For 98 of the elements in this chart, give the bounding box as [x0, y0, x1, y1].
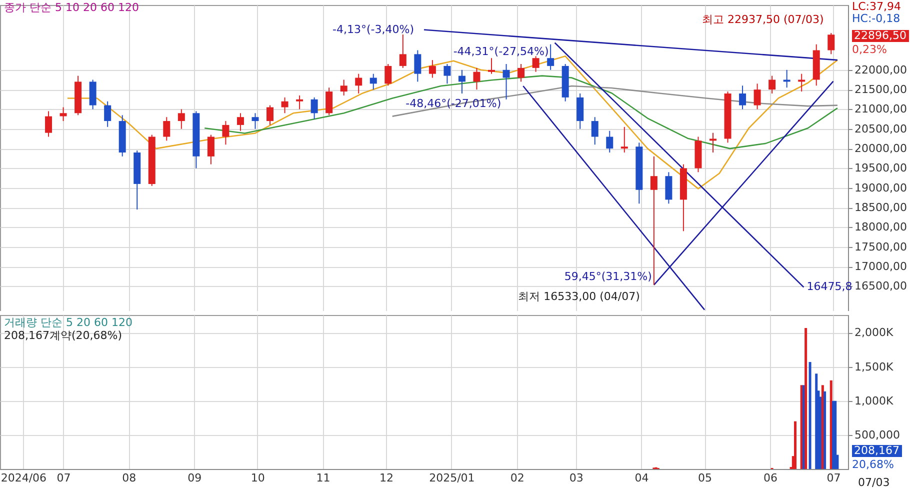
annotation: 최고 22937,50 (07/03): [702, 13, 824, 26]
candlestick: [384, 63, 392, 86]
candlestick: [207, 134, 214, 165]
line-series: [66, 55, 838, 190]
candlestick: [458, 69, 466, 94]
x-tick-label: 02: [510, 472, 524, 484]
candlestick: [518, 63, 525, 82]
candlestick: [222, 120, 230, 146]
candlestick: [783, 69, 790, 88]
candlestick: [665, 172, 672, 204]
bar: [808, 362, 812, 469]
text: 20,68%: [852, 458, 894, 471]
annotation: 59,45°(31,31%): [564, 270, 652, 283]
y-tick-label: 18500,00: [854, 201, 907, 214]
candlestick: [798, 73, 806, 92]
candlestick: [532, 56, 540, 72]
x-tick-label: 08: [122, 472, 136, 484]
y-tick-label: 1,500K: [854, 360, 894, 374]
annotation: -4,13°(-3,40%): [332, 22, 414, 36]
candlestick: [620, 126, 628, 153]
annotation: 종가 단순 5 10 20 60 120: [4, 1, 139, 14]
candlestick: [399, 34, 406, 68]
candlestick: [754, 83, 761, 110]
candlestick: [370, 73, 377, 90]
line-series: [204, 75, 838, 150]
x-tick-label: 04: [634, 472, 649, 484]
x-tick-label: 11: [316, 472, 330, 484]
text: 07/03: [858, 476, 890, 489]
annotation: -48,46°(-27,01%): [406, 97, 502, 110]
annotation: -44,31°(-27,54%): [453, 44, 549, 58]
bar: [794, 421, 797, 469]
x-tick-label: 07: [56, 472, 71, 484]
y-tick-label: 18000,00: [854, 220, 907, 234]
candlestick: [739, 85, 746, 110]
candlestick: [266, 104, 274, 126]
candlestick: [236, 112, 244, 132]
candlestick: [828, 32, 835, 55]
text: 0,23%: [852, 43, 887, 56]
x-tick-label: 09: [188, 472, 202, 484]
candlestick: [473, 67, 480, 90]
candlestick: [60, 106, 67, 122]
candlestick: [414, 50, 422, 82]
candlestick: [45, 110, 52, 138]
candlestick: [650, 156, 658, 286]
x-tick-label: 06: [763, 472, 778, 484]
candlestick: [547, 44, 554, 70]
candlestick: [709, 132, 716, 153]
x-tick-label: 12: [380, 472, 394, 484]
candlestick: [444, 63, 451, 84]
y-tick-label: 21000,00: [854, 102, 907, 116]
annotation: 최저 16533,00 (04/07): [518, 290, 640, 303]
bar: [804, 328, 808, 469]
annotation: 208,167계약(20,68%): [4, 329, 122, 342]
y-tick-label: 17500,00: [854, 240, 907, 254]
y-tick-label: 20000,00: [854, 142, 907, 156]
candlestick: [326, 87, 333, 116]
x-tick-label: 03: [569, 472, 584, 484]
candlestick: [340, 79, 348, 96]
x-tick-label: 2025/01: [429, 472, 475, 484]
text: HC:-0,18: [852, 12, 900, 25]
candlestick: [428, 60, 436, 78]
candlestick: [252, 112, 259, 130]
text: 208,167: [852, 444, 902, 457]
annotation: 16475,8: [806, 280, 852, 294]
candlestick: [310, 96, 318, 120]
candlestick: [488, 58, 495, 74]
candlestick: [163, 116, 170, 142]
candlestick: [502, 63, 510, 100]
candlestick: [104, 100, 112, 128]
text: LC:37,94: [852, 0, 902, 13]
x-tick-label: 2024/06: [0, 472, 47, 484]
y-tick-label: 500,000: [854, 428, 900, 442]
bar: [834, 400, 837, 469]
y-tick-label: 19500,00: [854, 162, 907, 175]
text: 22896,50: [852, 29, 908, 42]
x-tick-label: 05: [698, 472, 712, 484]
y-tick-label: 17000,00: [854, 260, 907, 274]
y-tick-label: 2,000K: [854, 326, 894, 340]
y-tick-label: 21500,00: [854, 83, 907, 96]
candlestick: [281, 96, 288, 114]
candlestick: [591, 116, 598, 146]
candlestick: [296, 94, 304, 110]
y-tick-label: 16500,00: [854, 280, 907, 293]
line-series: [392, 85, 838, 117]
y-tick-label: 20500,00: [854, 122, 907, 136]
x-tick-label: 10: [250, 472, 265, 484]
candlestick: [89, 79, 96, 110]
y-tick-label: 1,000K: [854, 394, 894, 408]
candlestick: [576, 92, 584, 130]
candlestick: [606, 130, 614, 153]
candlestick: [355, 73, 362, 94]
x-tick-label: 07: [826, 472, 841, 484]
bar: [824, 391, 826, 469]
y-tick-label: 22000,00: [854, 63, 907, 76]
candlestick: [768, 75, 776, 94]
candlestick: [178, 108, 185, 130]
annotation: 거래량 단순 5 20 60 120: [4, 316, 132, 329]
y-tick-label: 19000,00: [854, 181, 907, 194]
